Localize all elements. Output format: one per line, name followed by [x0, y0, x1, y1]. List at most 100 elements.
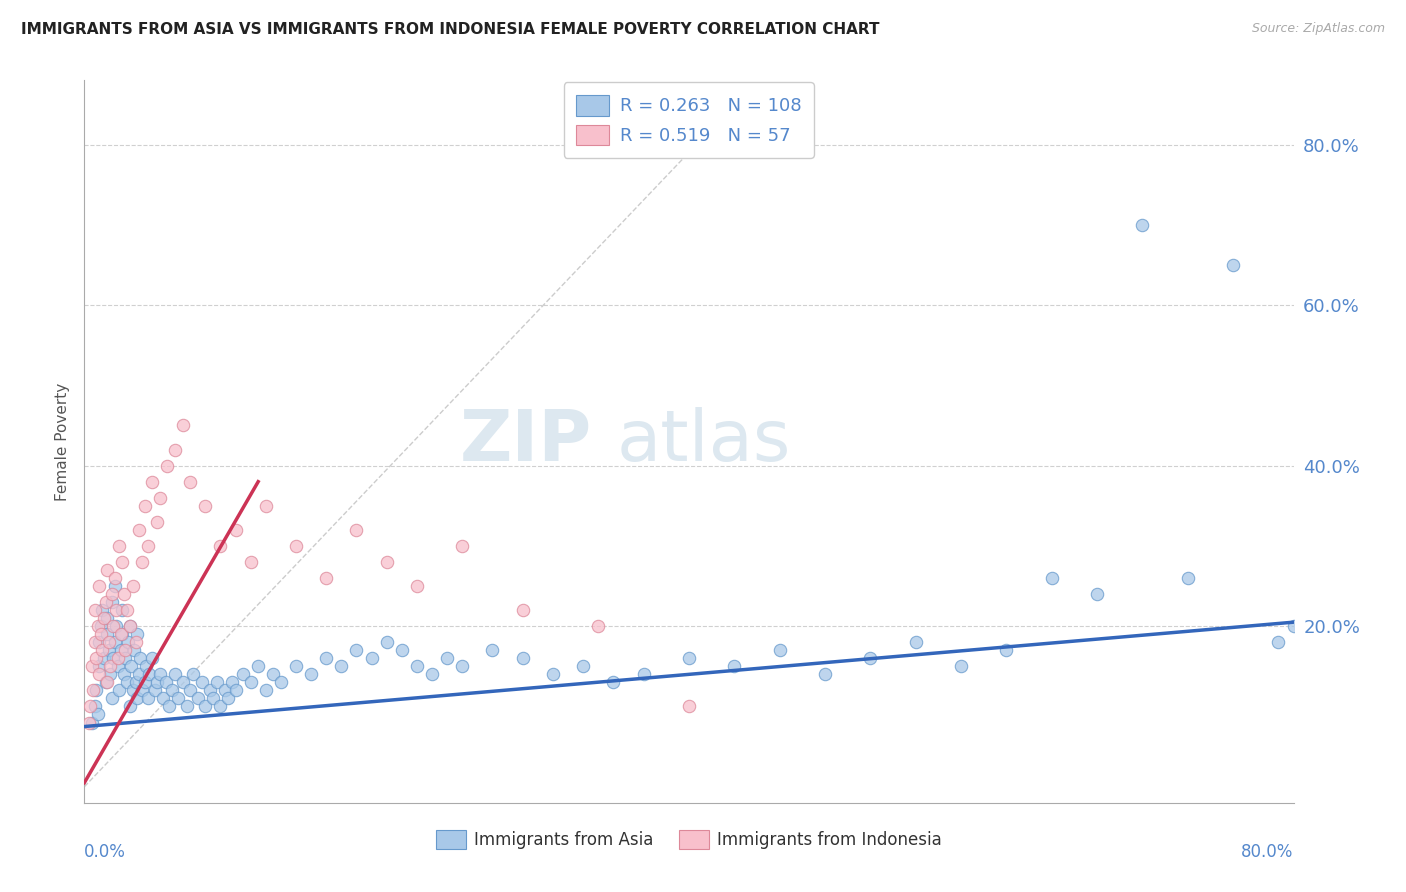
Point [131, 683, 153, 698]
Point [375, 635, 398, 649]
Point [1282, 619, 1305, 633]
Point [859, 651, 882, 665]
Point [96, 627, 118, 641]
Point [346, 523, 368, 537]
Point [136, 539, 159, 553]
Point [406, 579, 429, 593]
Point [141, 475, 163, 489]
Point [114, 643, 136, 657]
Point [633, 667, 655, 681]
Point [131, 555, 153, 569]
Point [79, 699, 101, 714]
Point [165, 442, 187, 457]
Point [209, 699, 232, 714]
Point [96, 563, 118, 577]
Legend: Immigrants from Asia, Immigrants from Indonesia: Immigrants from Asia, Immigrants from In… [429, 823, 949, 856]
Point [179, 683, 201, 698]
Point [98, 667, 121, 681]
Point [152, 691, 174, 706]
Point [315, 651, 337, 665]
Point [96, 611, 118, 625]
Point [232, 667, 254, 681]
Point [149, 667, 172, 681]
Point [1222, 258, 1244, 272]
Point [156, 458, 179, 473]
Point [451, 539, 474, 553]
Point [89, 667, 111, 681]
Point [101, 619, 124, 633]
Point [86, 683, 108, 698]
Point [80, 715, 103, 730]
Point [117, 635, 139, 649]
Point [93, 611, 115, 625]
Point [588, 619, 610, 633]
Point [481, 643, 503, 657]
Point [104, 635, 127, 649]
Point [572, 659, 595, 673]
Text: atlas: atlas [616, 407, 790, 476]
Point [160, 683, 183, 698]
Point [121, 579, 143, 593]
Point [141, 651, 163, 665]
Point [90, 619, 112, 633]
Text: 80.0%: 80.0% [1241, 843, 1294, 861]
Point [214, 683, 236, 698]
Point [128, 523, 150, 537]
Point [122, 643, 145, 657]
Point [84, 603, 107, 617]
Point [299, 667, 322, 681]
Point [87, 619, 110, 633]
Point [512, 603, 534, 617]
Text: IMMIGRANTS FROM ASIA VS IMMIGRANTS FROM INDONESIA FEMALE POVERTY CORRELATION CHA: IMMIGRANTS FROM ASIA VS IMMIGRANTS FROM … [21, 22, 880, 37]
Point [89, 635, 111, 649]
Point [118, 619, 141, 633]
Point [90, 627, 112, 641]
Point [146, 675, 169, 690]
Point [115, 603, 138, 617]
Point [104, 579, 127, 593]
Point [270, 675, 292, 690]
Point [1085, 587, 1108, 601]
Point [129, 651, 152, 665]
Point [221, 675, 243, 690]
Point [239, 555, 262, 569]
Point [420, 667, 443, 681]
Point [125, 675, 148, 690]
Point [194, 699, 217, 714]
Point [814, 667, 837, 681]
Point [179, 475, 201, 489]
Point [176, 699, 198, 714]
Point [217, 691, 239, 706]
Point [136, 691, 159, 706]
Point [198, 683, 221, 698]
Point [105, 619, 128, 633]
Point [172, 675, 194, 690]
Point [1130, 218, 1153, 232]
Point [114, 651, 136, 665]
Point [89, 579, 111, 593]
Point [98, 659, 121, 673]
Point [1040, 571, 1063, 585]
Point [125, 635, 148, 649]
Point [111, 603, 134, 617]
Point [111, 627, 134, 641]
Point [108, 539, 131, 553]
Point [512, 651, 534, 665]
Point [82, 683, 104, 698]
Point [94, 675, 117, 690]
Point [134, 675, 156, 690]
Text: Source: ZipAtlas.com: Source: ZipAtlas.com [1251, 22, 1385, 36]
Point [769, 643, 792, 657]
Point [127, 691, 149, 706]
Point [225, 523, 247, 537]
Point [375, 555, 398, 569]
Point [145, 683, 167, 698]
Point [157, 699, 180, 714]
Point [127, 627, 149, 641]
Text: 0.0%: 0.0% [84, 843, 127, 861]
Point [187, 691, 209, 706]
Point [94, 595, 117, 609]
Point [118, 619, 141, 633]
Point [950, 659, 973, 673]
Point [107, 659, 129, 673]
